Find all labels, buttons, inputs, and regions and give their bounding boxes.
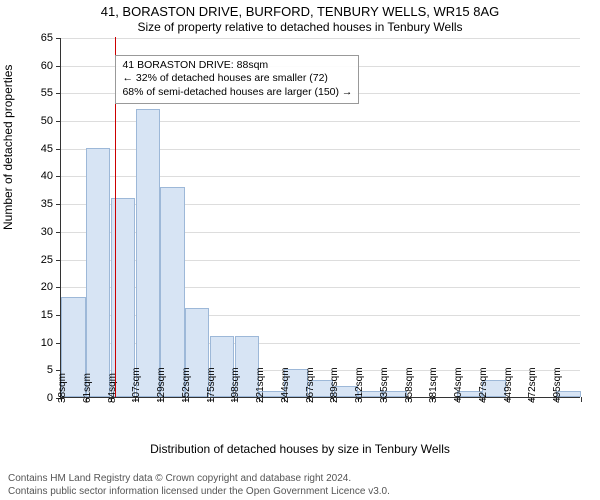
x-tick-label: 107sqm bbox=[131, 367, 142, 403]
y-tick-label: 15 bbox=[41, 309, 53, 321]
y-tick-label: 30 bbox=[41, 226, 53, 238]
x-tick-label: 198sqm bbox=[230, 367, 241, 403]
x-tick-label: 381sqm bbox=[428, 367, 439, 403]
y-tick bbox=[56, 121, 61, 122]
chart-title: 41, BORASTON DRIVE, BURFORD, TENBURY WEL… bbox=[0, 4, 600, 19]
info-box-line: 41 BORASTON DRIVE: 88sqm bbox=[122, 59, 352, 73]
y-tick-label: 65 bbox=[41, 32, 53, 44]
y-tick bbox=[56, 66, 61, 67]
x-tick-label: 129sqm bbox=[156, 367, 167, 403]
x-tick-label: 335sqm bbox=[379, 367, 390, 403]
info-box-line: ← 32% of detached houses are smaller (72… bbox=[122, 72, 352, 86]
x-tick-label: 267sqm bbox=[305, 367, 316, 403]
x-tick-label: 152sqm bbox=[181, 367, 192, 403]
x-tick-label: 289sqm bbox=[329, 367, 340, 403]
y-tick bbox=[56, 260, 61, 261]
y-tick-label: 25 bbox=[41, 254, 53, 266]
plot-area: 0510152025303540455055606538sqm61sqm84sq… bbox=[60, 38, 580, 398]
y-tick-label: 55 bbox=[41, 87, 53, 99]
y-tick-label: 5 bbox=[47, 364, 53, 376]
footer-attribution: Contains HM Land Registry data © Crown c… bbox=[8, 473, 390, 498]
histogram-bar bbox=[136, 109, 160, 397]
histogram-bar bbox=[160, 187, 184, 397]
y-tick bbox=[56, 93, 61, 94]
x-tick-label: 449sqm bbox=[503, 367, 514, 403]
x-tick-label: 472sqm bbox=[527, 367, 538, 403]
info-box-line: 68% of semi-detached houses are larger (… bbox=[122, 86, 352, 100]
y-tick-label: 45 bbox=[41, 143, 53, 155]
x-tick-label: 495sqm bbox=[552, 367, 563, 403]
y-tick-label: 50 bbox=[41, 115, 53, 127]
y-axis-label: Number of detached properties bbox=[1, 65, 15, 230]
y-tick-label: 10 bbox=[41, 337, 53, 349]
y-tick bbox=[56, 38, 61, 39]
x-tick-label: 244sqm bbox=[280, 367, 291, 403]
info-box: 41 BORASTON DRIVE: 88sqm← 32% of detache… bbox=[115, 55, 359, 104]
y-tick bbox=[56, 149, 61, 150]
y-tick bbox=[56, 204, 61, 205]
y-tick-label: 0 bbox=[47, 392, 53, 404]
footer-line: Contains public sector information licen… bbox=[8, 486, 390, 499]
x-tick-label: 38sqm bbox=[57, 373, 68, 403]
y-tick-label: 40 bbox=[41, 170, 53, 182]
y-tick bbox=[56, 287, 61, 288]
x-tick-label: 427sqm bbox=[478, 367, 489, 403]
y-tick-label: 20 bbox=[41, 281, 53, 293]
x-tick-label: 312sqm bbox=[354, 367, 365, 403]
x-axis-label: Distribution of detached houses by size … bbox=[0, 442, 600, 456]
x-tick-label: 404sqm bbox=[453, 367, 464, 403]
x-tick-label: 221sqm bbox=[255, 367, 266, 403]
y-tick-label: 35 bbox=[41, 198, 53, 210]
y-tick-label: 60 bbox=[41, 60, 53, 72]
x-tick-label: 358sqm bbox=[404, 367, 415, 403]
gridline bbox=[61, 38, 580, 39]
x-tick-label: 61sqm bbox=[82, 373, 93, 403]
x-tick-label: 175sqm bbox=[206, 367, 217, 403]
y-tick bbox=[56, 232, 61, 233]
y-tick bbox=[56, 176, 61, 177]
footer-line: Contains HM Land Registry data © Crown c… bbox=[8, 473, 390, 486]
x-tick bbox=[581, 397, 582, 402]
histogram-bar bbox=[86, 148, 110, 397]
chart-subtitle: Size of property relative to detached ho… bbox=[0, 20, 600, 34]
